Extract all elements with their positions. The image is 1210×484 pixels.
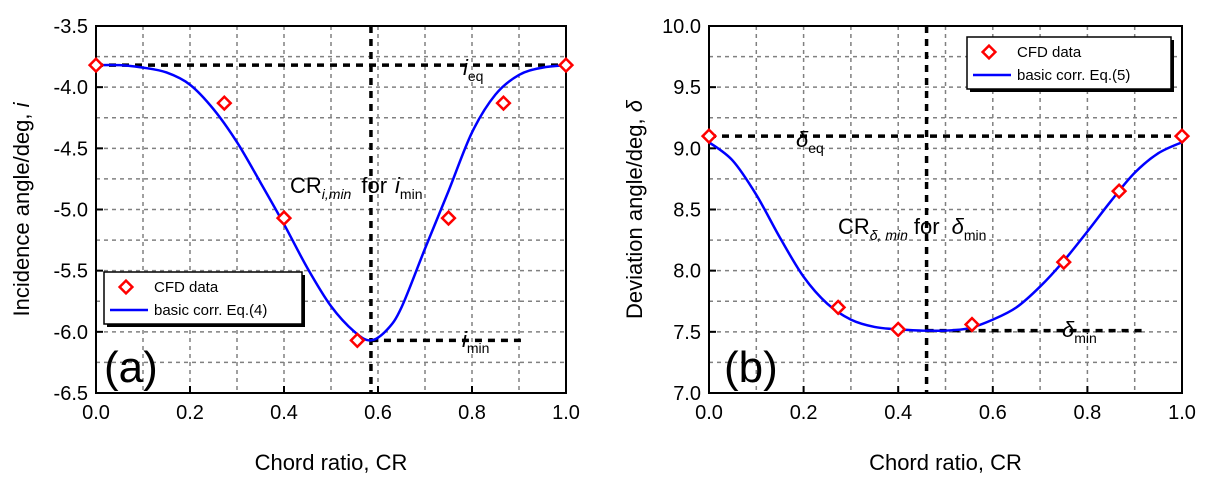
data-point xyxy=(1173,127,1191,145)
data-point xyxy=(87,57,105,74)
legend-marker-icon xyxy=(117,278,135,296)
data-point xyxy=(829,299,847,316)
y-tick-label: -6.0 xyxy=(54,322,88,344)
y-tick-label: -4.0 xyxy=(54,77,88,99)
data-point xyxy=(349,332,366,349)
x-tick-label: 0.4 xyxy=(884,402,912,424)
chart-panel-a: 0.0 0.2 0.4 0.6 0.8 1.0 -3.5 -4.0 -4.5 -5.0 -5.5 -6… xyxy=(9,16,580,475)
legend-label: basic corr. Eq.(5) xyxy=(1017,67,1130,84)
data-point xyxy=(216,94,233,112)
x-tick-label: 1.0 xyxy=(552,402,580,424)
legend-label: CFD data xyxy=(1017,44,1082,61)
x-tick-label: 0.2 xyxy=(176,402,204,424)
y-tick-label: 7.0 xyxy=(673,383,701,405)
data-point xyxy=(890,321,907,338)
y-tick-label: 9.0 xyxy=(673,138,701,160)
y-tick-label: 9.5 xyxy=(673,77,701,99)
legend-box xyxy=(966,36,1172,90)
y-tick-label: 7.5 xyxy=(673,322,701,344)
y-tick-label: -5.0 xyxy=(54,200,88,222)
x-tick-label: 0.0 xyxy=(82,402,110,424)
legend: CFD data basic corr. Eq.(4) xyxy=(103,271,305,327)
data-point xyxy=(1055,253,1072,271)
series-line-b xyxy=(708,141,1183,333)
data-point xyxy=(700,127,718,145)
annotation-min: δmin xyxy=(1062,317,1097,346)
data-point xyxy=(275,209,293,227)
y-tick-label: -6.5 xyxy=(54,383,88,405)
data-point xyxy=(1110,183,1128,200)
legend-label: CFD data xyxy=(154,279,219,296)
data-point xyxy=(495,94,512,112)
legend-box xyxy=(103,271,303,325)
y-axis-label: Incidence angle/deg, i xyxy=(9,101,34,316)
data-point xyxy=(557,57,575,74)
panel-label: (a) xyxy=(104,343,158,392)
legend-label: basic corr. Eq.(4) xyxy=(154,302,267,319)
x-tick-label: 0.8 xyxy=(1073,402,1101,424)
data-point xyxy=(440,209,457,227)
annotation-eq: δeq xyxy=(796,127,824,156)
x-tick-label: 0.8 xyxy=(458,402,486,424)
x-axis-label: Chord ratio, CR xyxy=(869,450,1022,475)
x-tick-label: 0.0 xyxy=(695,402,723,424)
data-point xyxy=(963,316,981,333)
panel-label: (b) xyxy=(724,343,778,392)
series-line-a xyxy=(95,63,567,342)
legend-marker-icon xyxy=(980,43,998,61)
annotation-eq: ieq xyxy=(463,55,483,84)
annotation-cr-min: CRi,min for imin xyxy=(290,173,422,202)
x-tick-label: 0.2 xyxy=(790,402,818,424)
legend: CFD data basic corr. Eq.(5) xyxy=(966,36,1174,92)
x-tick-label: 0.6 xyxy=(979,402,1007,424)
y-axis-label: Deviation angle/deg, δ xyxy=(622,99,647,319)
y-tick-label: -3.5 xyxy=(54,16,88,38)
annotation-cr-min: CRδ, min for δmin xyxy=(838,214,986,243)
y-tick-label: 8.5 xyxy=(673,200,701,222)
x-tick-label: 0.6 xyxy=(364,402,392,424)
y-tick-label: -5.5 xyxy=(54,261,88,283)
y-tick-label: 10.0 xyxy=(662,16,701,38)
x-tick-label: 1.0 xyxy=(1168,402,1196,424)
y-tick-label: -4.5 xyxy=(54,138,88,160)
chart-panel-b: 0.0 0.2 0.4 0.6 0.8 1.0 10.0 9.5 9.0 8.5 8.0 7.5 7.0… xyxy=(622,16,1196,475)
x-tick-label: 0.4 xyxy=(270,402,298,424)
x-axis-label: Chord ratio, CR xyxy=(255,450,408,475)
annotation-min: imin xyxy=(462,327,489,356)
y-tick-label: 8.0 xyxy=(673,261,701,283)
